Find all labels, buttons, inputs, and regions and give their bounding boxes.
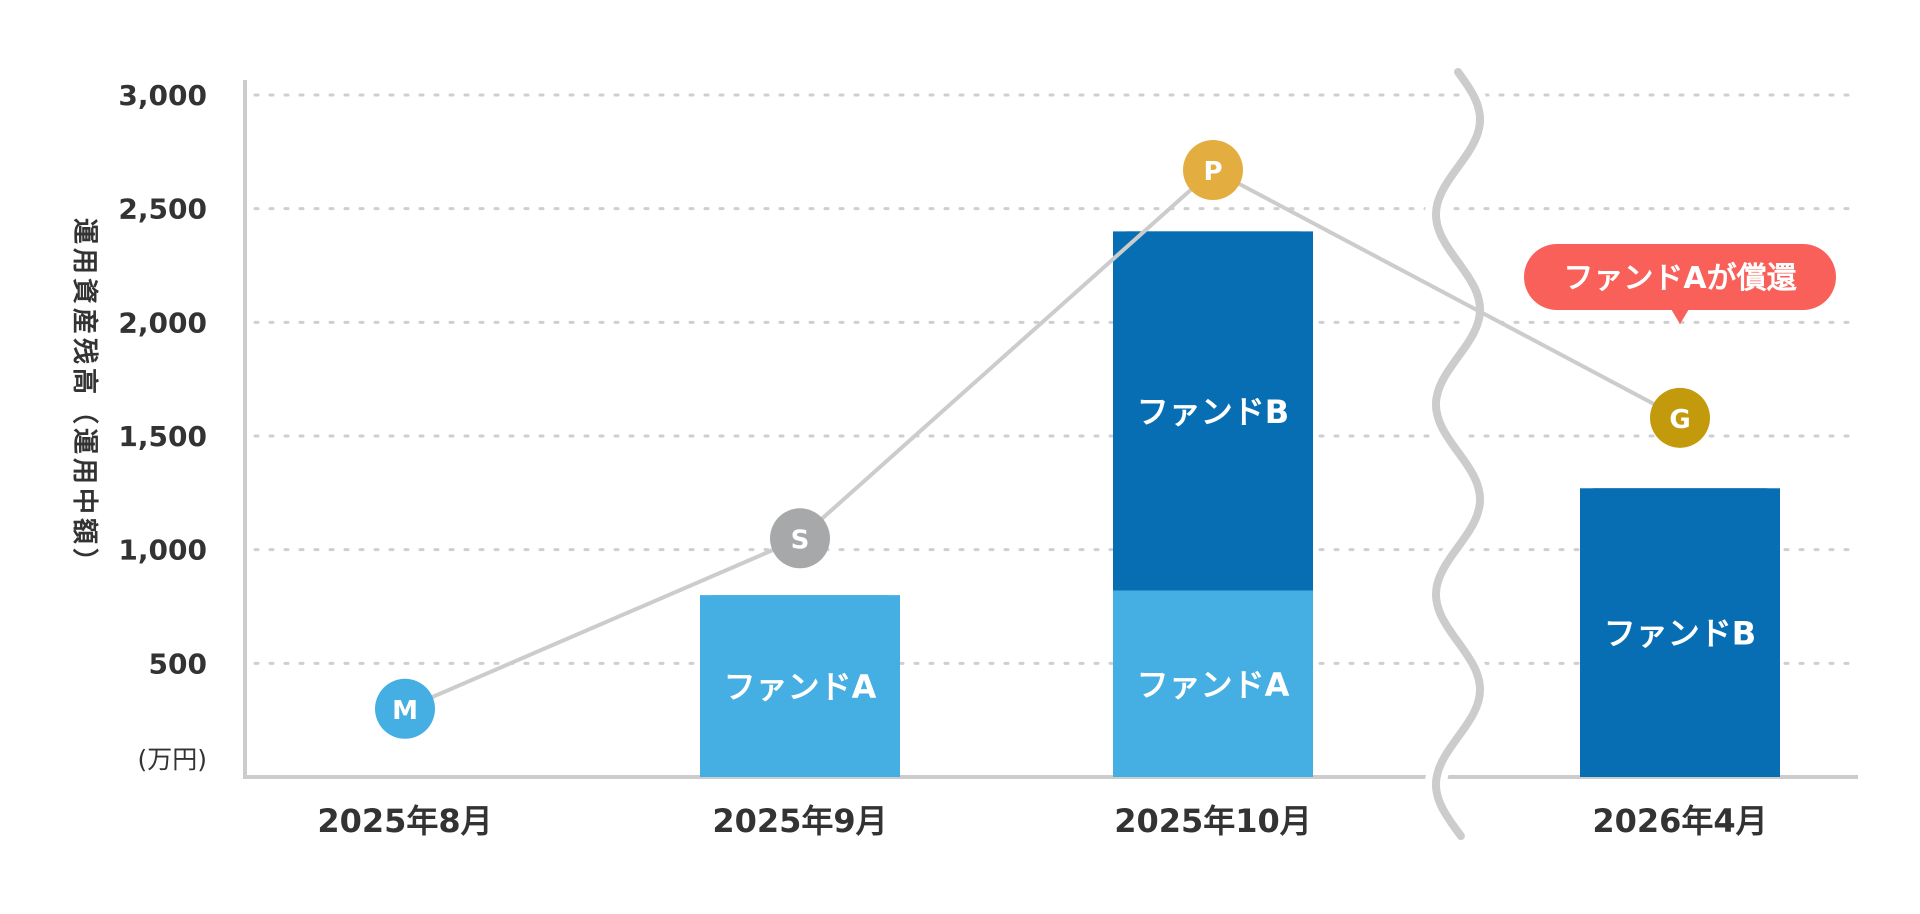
bar-label: ファンドB <box>1137 393 1289 431</box>
bar-label: ファンドA <box>724 668 877 706</box>
bar-fund-a <box>1113 590 1313 777</box>
y-tick-label: 500 <box>149 647 207 680</box>
marker-label: G <box>1669 405 1690 435</box>
callout-bubble <box>1524 244 1836 310</box>
bar-cap <box>700 595 900 620</box>
marker-label: P <box>1203 157 1222 187</box>
x-tick-label: 2025年9月 <box>712 802 887 840</box>
bar-fund-b <box>1113 231 1313 591</box>
x-tick-label: 2026年4月 <box>1592 802 1767 840</box>
marker-m <box>375 678 435 739</box>
bar-label: ファンドA <box>1137 666 1290 704</box>
bar-label: ファンドB <box>1604 615 1756 653</box>
trend-line <box>404 167 1681 711</box>
y-tick-label: 2,500 <box>118 193 207 226</box>
callout-pointer <box>1671 309 1689 324</box>
callout-text: ファンドAが償還 <box>1563 261 1797 296</box>
x-tick-label: 2025年8月 <box>317 802 492 840</box>
y-tick-label: 2,000 <box>118 306 207 339</box>
y-tick-label: 3,000 <box>118 79 207 112</box>
x-tick-label: 2025年10月 <box>1114 802 1312 840</box>
axis-break-wave <box>1431 68 1485 840</box>
marker-label: M <box>392 696 418 726</box>
y-tick-label: 1,000 <box>118 534 207 567</box>
y-tick-label: 1,500 <box>118 420 207 453</box>
bar-fund-a <box>700 595 900 777</box>
y-axis-title: 運用資産残高（運用中額） <box>69 218 100 578</box>
bar-cap <box>1580 488 1780 513</box>
marker-g <box>1650 387 1710 448</box>
bar-cap <box>1113 231 1313 256</box>
marker-label: S <box>791 525 810 555</box>
marker-s <box>770 508 830 569</box>
bar-fund-b <box>1580 488 1780 777</box>
y-unit-label: (万円) <box>137 745 207 774</box>
marker-p <box>1183 140 1243 201</box>
